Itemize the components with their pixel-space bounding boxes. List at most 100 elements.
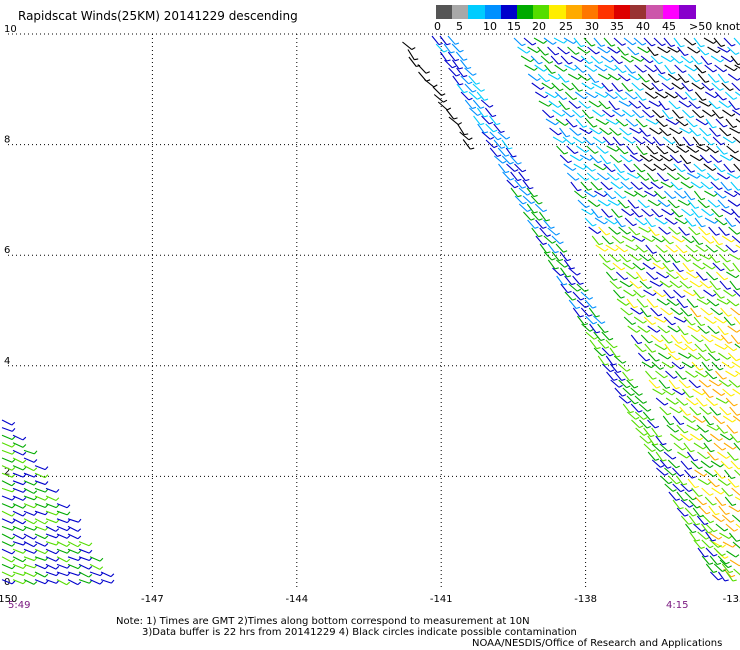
wind-barb-east-flag (669, 269, 674, 272)
wind-barb-east-flag (730, 58, 734, 63)
wind-barb-east-flag (715, 80, 720, 83)
wind-barb-east-flag (678, 187, 683, 191)
wind-barb-east-flag (736, 413, 740, 416)
wind-barb-east (594, 217, 605, 225)
wind-barb-east (631, 82, 641, 91)
wind-barb-outer-flag (571, 282, 576, 286)
wind-barb-outer-flag (517, 178, 522, 182)
wind-barb-east-flag (573, 125, 578, 128)
wind-barb-east-flag (674, 276, 679, 280)
wind-barb-outer-flag (675, 498, 680, 501)
wind-barb-east (609, 280, 619, 289)
wind-barb-west (1, 510, 13, 517)
wind-barb-west-flag (22, 580, 27, 585)
wind-barb-east (595, 91, 606, 98)
wind-barb-east (603, 37, 612, 47)
wind-barb-west-flag (44, 474, 49, 478)
wind-barb-east (709, 127, 718, 137)
wind-barb-outer-flag (651, 449, 656, 453)
wind-barb-east-flag (710, 450, 715, 453)
wind-barb-east (689, 154, 700, 162)
wind-barb-west (12, 495, 24, 501)
wind-barb-east (653, 316, 665, 323)
wind-barb-east-flag (661, 72, 666, 75)
wind-barb-outer-flag (609, 353, 614, 357)
wind-barb-west-flag (44, 565, 49, 570)
wind-barb-east-flag (723, 431, 728, 434)
wind-barb-east (637, 352, 647, 362)
wind-barb-outer-flag (551, 257, 556, 261)
wind-barb-east-flag (712, 69, 717, 73)
wind-barb-east-flag (641, 141, 646, 145)
wind-barb-outer (510, 187, 519, 198)
wind-barb-east-flag (705, 456, 710, 460)
wind-barb-east (734, 469, 740, 476)
wind-barb-west (34, 472, 46, 479)
credit-line: NOAA/NESDIS/Office of Research and Appli… (472, 638, 723, 649)
wind-barb-east (715, 244, 725, 253)
wind-barb-east-flag (622, 70, 627, 74)
wind-barb-outer-flag (601, 353, 606, 357)
wind-barb-east-flag (605, 121, 609, 125)
wind-barb-outer (460, 59, 468, 69)
wind-barb-east (523, 37, 533, 46)
wind-barb-outer (693, 523, 703, 532)
wind-barb-east (651, 361, 661, 370)
wind-barb-east (719, 154, 731, 161)
wind-barb-east-flag (611, 44, 616, 47)
wind-barb-east (720, 181, 729, 191)
wind-barb-east (700, 181, 710, 190)
wind-barb-east (648, 226, 657, 236)
wind-barb-east-flag (701, 225, 706, 228)
wind-barb-east (682, 109, 691, 119)
wind-barb-west-flag (44, 550, 49, 554)
wind-barb-east (668, 352, 678, 361)
wind-barb-east-flag (666, 77, 671, 81)
wind-barb-outer-flag (566, 275, 572, 278)
wind-barb-east (596, 145, 606, 154)
wind-barb-west (12, 579, 24, 585)
wind-barb-east (734, 496, 740, 501)
wind-barb-east (545, 118, 556, 126)
wind-barb-outer-flag (729, 570, 734, 574)
wind-barb-east (652, 262, 663, 270)
wind-barb-outer (560, 267, 568, 278)
wind-barb-east-flag (707, 411, 712, 415)
wind-barb-east-flag (667, 412, 672, 416)
wind-barb-east-flag (675, 205, 680, 209)
wind-barb-east-flag (626, 231, 631, 235)
wind-barb-east (733, 568, 740, 576)
wind-barb-east (633, 289, 643, 298)
wind-barb-east (571, 82, 580, 92)
wind-barb-east (657, 46, 668, 54)
wind-barb-west-flag (11, 520, 16, 524)
wind-barb-east-flag (694, 206, 700, 209)
wind-barb-east-flag (661, 239, 665, 243)
wind-barb-west (1, 563, 13, 570)
wind-barb-east-flag (697, 258, 702, 262)
wind-barb-east (658, 226, 668, 235)
wind-barb-east (677, 73, 686, 83)
wind-barb-east-flag (622, 196, 627, 199)
wind-barb-east (653, 289, 663, 298)
wind-barb-outer-flag (579, 282, 584, 285)
wind-barb-west-flag (33, 473, 38, 478)
wind-barb-outer (506, 163, 515, 172)
wind-barb-west (56, 518, 68, 524)
wind-barb-east-flag (658, 61, 663, 65)
wind-barb-east-flag (668, 341, 673, 344)
wind-barb-east (547, 46, 556, 56)
wind-barb-east (591, 208, 599, 218)
wind-barb-east-flag (731, 239, 735, 243)
wind-barb-west (67, 579, 79, 586)
wind-barb-east (612, 262, 622, 271)
wind-barb-east-flag (606, 232, 611, 236)
wind-barb-east (670, 307, 680, 316)
wind-barb-east (680, 307, 689, 317)
wind-barb-east (604, 217, 615, 225)
wind-barb-east (632, 136, 643, 145)
wind-barb-east (664, 190, 673, 199)
wind-barb-outer (535, 235, 544, 245)
wind-barb-east (561, 82, 571, 91)
wind-barb-east (578, 100, 588, 109)
